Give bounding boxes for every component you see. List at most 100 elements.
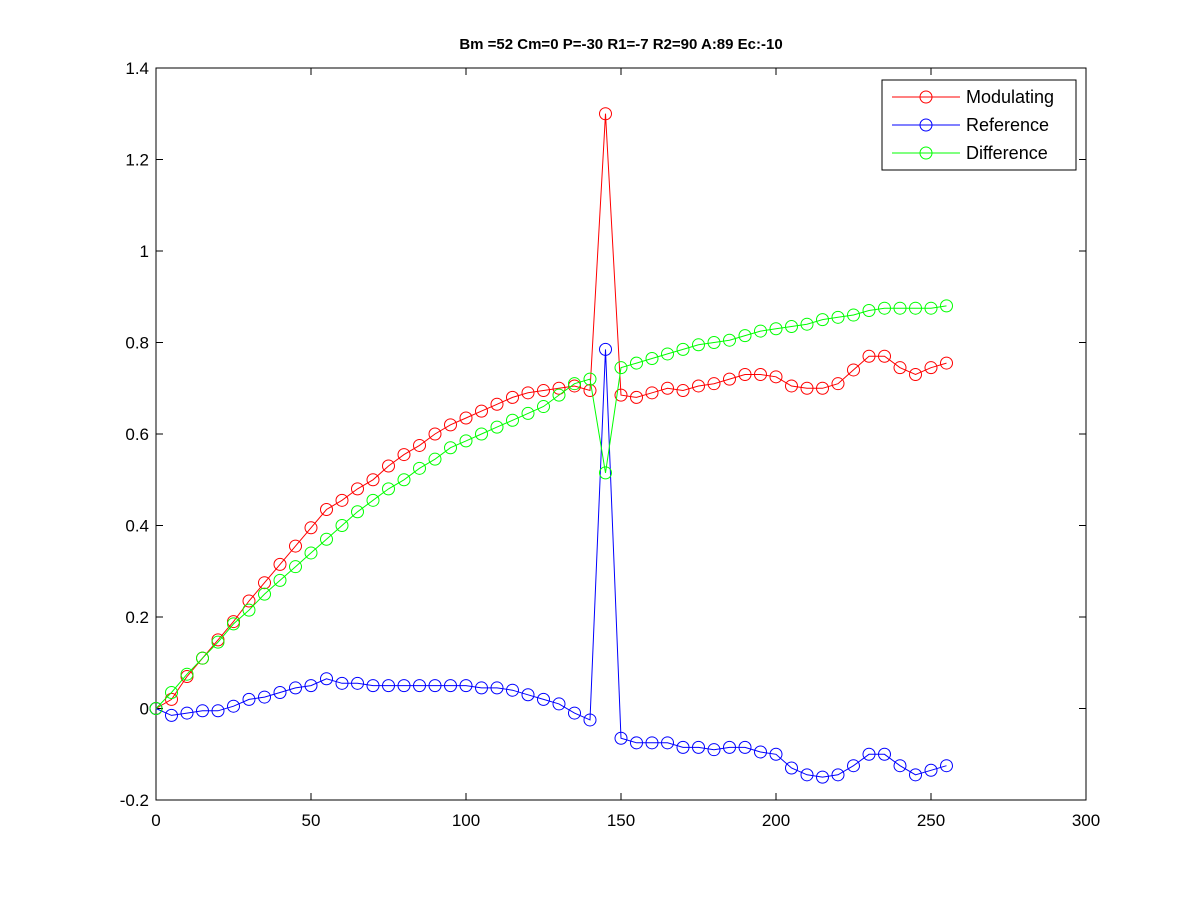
data-point-modulating xyxy=(630,390,643,404)
data-point-reference xyxy=(924,763,938,777)
data-point-modulating xyxy=(444,418,457,432)
data-point-modulating xyxy=(754,368,767,382)
data-point-modulating xyxy=(459,411,473,425)
data-point-difference xyxy=(707,336,721,349)
data-point-difference xyxy=(831,310,845,324)
data-point-difference xyxy=(692,338,705,352)
data-point-difference xyxy=(785,319,798,333)
data-point-difference xyxy=(149,702,163,715)
data-point-difference xyxy=(924,301,938,315)
data-point-reference xyxy=(893,759,907,773)
data-point-modulating xyxy=(413,438,426,452)
data-point-reference xyxy=(459,679,473,693)
data-point-reference xyxy=(366,679,380,693)
data-point-modulating xyxy=(645,386,659,400)
data-point-reference xyxy=(909,768,922,782)
x-tick-label: 300 xyxy=(1072,811,1100,830)
data-point-modulating xyxy=(661,381,674,395)
data-point-difference xyxy=(754,324,767,338)
data-point-modulating xyxy=(769,370,783,384)
data-point-difference xyxy=(769,322,783,336)
data-point-difference xyxy=(475,427,488,441)
data-point-difference xyxy=(521,406,535,420)
x-tick-label: 250 xyxy=(917,811,945,830)
data-point-difference xyxy=(490,420,504,434)
data-point-reference xyxy=(723,740,736,754)
data-point-reference xyxy=(304,679,318,693)
data-point-reference xyxy=(351,676,364,690)
data-point-difference xyxy=(568,377,581,391)
data-point-reference xyxy=(862,747,876,761)
y-tick-label: 1.2 xyxy=(125,151,149,170)
chart-title: Bm =52 Cm=0 P=-30 R1=-7 R2=90 A:89 Ec:-1… xyxy=(459,36,782,53)
data-point-difference xyxy=(614,361,628,375)
data-point-difference xyxy=(459,434,473,448)
data-point-reference xyxy=(676,740,690,754)
data-point-difference xyxy=(320,532,333,546)
legend: Modulating Reference Difference xyxy=(881,79,1077,171)
data-point-difference xyxy=(273,573,287,587)
data-point-difference xyxy=(335,519,349,532)
data-point-reference xyxy=(816,770,829,784)
data-point-reference xyxy=(289,681,302,695)
x-tick-label: 50 xyxy=(302,811,321,830)
legend-marker-difference xyxy=(919,146,933,160)
data-point-modulating xyxy=(320,502,333,516)
data-point-modulating xyxy=(366,473,380,487)
data-point-reference xyxy=(940,759,953,773)
data-point-reference xyxy=(630,736,643,750)
data-point-reference xyxy=(211,704,225,718)
data-point-difference xyxy=(909,301,922,315)
data-point-reference xyxy=(490,681,504,695)
series-layer xyxy=(149,107,953,784)
data-point-modulating xyxy=(537,384,550,398)
legend-label-difference: Difference xyxy=(966,143,1048,163)
data-point-reference xyxy=(428,679,442,693)
data-point-reference xyxy=(707,743,721,757)
data-point-reference xyxy=(800,768,814,782)
data-point-difference xyxy=(165,685,178,699)
plot-area: 0 50 100 150 200 250 300-0.200.20.40.60.811.21… xyxy=(120,59,1100,830)
data-point-reference xyxy=(614,731,628,745)
data-point-reference xyxy=(521,688,535,702)
data-point-modulating xyxy=(397,448,411,462)
legend-label-modulating: Modulating xyxy=(966,87,1054,107)
data-point-difference xyxy=(583,372,597,386)
data-point-difference xyxy=(862,303,876,317)
data-point-modulating xyxy=(738,368,752,382)
data-point-modulating xyxy=(506,390,519,404)
data-point-modulating xyxy=(723,372,736,386)
legend-label-reference: Reference xyxy=(966,115,1049,135)
data-point-reference xyxy=(444,679,457,693)
plot-frame xyxy=(155,67,1087,801)
y-tick-label: 1.4 xyxy=(125,59,149,78)
data-point-reference xyxy=(413,679,426,693)
data-point-modulating xyxy=(258,576,271,590)
data-point-modulating xyxy=(304,521,318,535)
data-point-difference xyxy=(645,352,659,366)
y-tick-label: 0.4 xyxy=(125,517,149,536)
data-point-modulating xyxy=(940,356,953,370)
y-tick-label: 0 xyxy=(140,700,149,719)
y-tick-label: 0.6 xyxy=(125,425,149,444)
data-point-difference xyxy=(180,667,194,681)
data-point-modulating xyxy=(707,377,721,391)
data-point-reference xyxy=(552,697,566,711)
data-point-modulating xyxy=(909,368,922,382)
data-point-modulating xyxy=(351,482,364,496)
data-point-difference xyxy=(444,441,457,455)
y-tick-label: -0.2 xyxy=(120,791,149,810)
data-point-modulating xyxy=(893,361,907,375)
data-point-modulating xyxy=(583,384,597,398)
data-point-difference xyxy=(878,301,891,315)
y-tick-label: 0.8 xyxy=(125,334,149,353)
data-point-difference xyxy=(258,587,271,601)
data-point-reference xyxy=(568,706,581,720)
data-point-modulating xyxy=(475,404,488,418)
data-point-modulating xyxy=(924,361,938,375)
x-tick-label: 100 xyxy=(452,811,480,830)
data-point-reference xyxy=(738,740,752,754)
data-point-difference xyxy=(506,413,519,427)
data-point-reference xyxy=(397,679,411,693)
data-point-difference xyxy=(723,333,736,347)
